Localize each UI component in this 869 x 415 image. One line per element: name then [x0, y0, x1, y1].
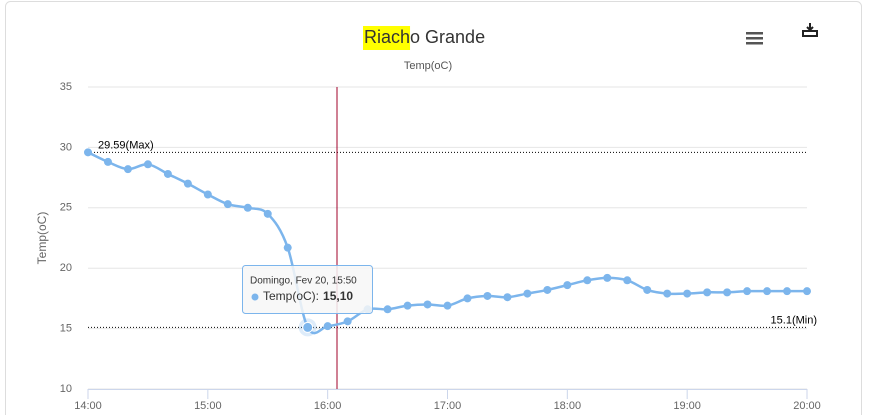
tooltip-label: Temp(oC):: [263, 289, 319, 303]
menu-bar: [746, 42, 763, 45]
data-point: [403, 301, 412, 310]
y-axis-label: Temp(oC): [35, 212, 49, 265]
data-point: [463, 294, 472, 303]
data-point: [423, 300, 432, 309]
tooltip-value: 15,10: [323, 289, 353, 303]
menu-bar: [746, 37, 763, 40]
tooltip-header: Domingo, Fev 20, 15:50: [250, 276, 357, 287]
data-point: [723, 288, 732, 297]
tooltip: Domingo, Fev 20, 15:50 Temp(oC): 15,10: [242, 265, 373, 314]
data-point: [443, 301, 452, 310]
chart-title: Riach: [364, 27, 410, 47]
data-point: [803, 287, 811, 296]
x-tick-label: 18:00: [554, 400, 582, 412]
data-point: [203, 190, 212, 199]
data-point: [683, 289, 692, 298]
plot-line-label: 29.59(Max): [98, 139, 154, 151]
data-point: [583, 276, 592, 285]
tooltip-box: [242, 265, 373, 314]
x-tick-label: 14:00: [74, 400, 102, 412]
data-point: [623, 276, 632, 285]
data-point: [263, 209, 272, 218]
download-button[interactable]: [802, 23, 818, 37]
data-point: [243, 203, 252, 212]
data-point: [103, 157, 112, 166]
data-point: [483, 291, 492, 300]
x-tick-label: 17:00: [434, 400, 462, 412]
data-point: [283, 243, 292, 252]
x-tick-label: 16:00: [314, 400, 342, 412]
tooltip-marker: [251, 293, 259, 301]
data-point: [163, 169, 172, 178]
data-point: [323, 322, 332, 331]
data-point: [643, 285, 652, 294]
data-point: [343, 317, 352, 326]
chart-title: o Grande: [410, 27, 485, 47]
data-point: [523, 289, 532, 298]
x-tick-label: 20:00: [793, 400, 821, 412]
data-point: [123, 165, 132, 174]
data-point: [503, 293, 512, 302]
data-point: [743, 287, 752, 296]
data-point: [703, 288, 712, 297]
y-tick-label: 10: [60, 383, 72, 395]
y-tick-label: 35: [60, 81, 72, 93]
menu-bar: [746, 32, 763, 35]
data-point: [383, 305, 392, 314]
data-point: [663, 289, 672, 298]
y-tick-label: 20: [60, 262, 72, 274]
y-tick-label: 15: [60, 323, 72, 335]
y-tick-label: 30: [60, 141, 72, 153]
search-highlight: [363, 26, 411, 50]
x-tick-label: 19:00: [673, 400, 701, 412]
data-point: [302, 321, 314, 333]
x-tick-label: 15:00: [194, 400, 222, 412]
data-point: [84, 148, 92, 157]
data-point: [183, 179, 192, 188]
y-tick-label: 25: [60, 202, 72, 214]
menu-button[interactable]: [746, 32, 763, 45]
data-point: [143, 160, 152, 169]
data-point: [223, 200, 232, 209]
data-point: [603, 273, 612, 282]
data-point: [563, 281, 572, 290]
download-icon: [802, 23, 818, 37]
data-point: [543, 285, 552, 294]
chart-subtitle: Temp(oC): [404, 60, 452, 72]
data-point: [783, 287, 792, 296]
plot-line-label: 15.1(Min): [771, 314, 817, 326]
data-point: [763, 287, 772, 296]
